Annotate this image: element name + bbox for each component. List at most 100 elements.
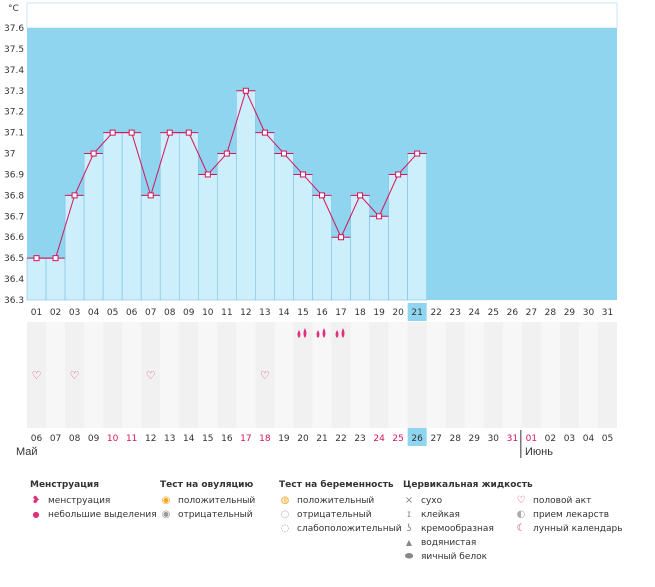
cycle-day-label: 14 xyxy=(278,308,290,318)
cycle-day-label: 15 xyxy=(297,308,308,318)
y-tick-label: 37.4 xyxy=(4,66,24,76)
y-tick-label: 36.5 xyxy=(4,254,24,264)
pill-icon: ◐ xyxy=(516,509,526,520)
legend-pregnancy-test: Тест на беременность ◍ положительный ○ отр… xyxy=(279,480,402,536)
cycle-day-label: 24 xyxy=(469,308,481,318)
legend-item: ● небольшие выделения xyxy=(30,508,157,522)
temperature-point xyxy=(395,171,402,178)
temperature-bar xyxy=(159,132,180,301)
legend-pregnancy-title: Тест на беременность xyxy=(279,480,394,490)
legend-cervical-fluid: Цервикальная жидкость × сухо ɪ клейкая ʖ кр… xyxy=(403,480,533,564)
y-tick-label: 37.2 xyxy=(4,108,24,118)
cycle-day-label: 29 xyxy=(564,308,576,318)
cycle-day-label: 05 xyxy=(107,308,118,318)
temperature-point xyxy=(376,213,383,220)
calendar-date-label: 02 xyxy=(545,434,556,444)
temperature-point xyxy=(280,150,287,157)
temperature-point xyxy=(166,129,173,136)
calendar-date-label: 28 xyxy=(449,434,461,444)
temperature-bar xyxy=(255,132,275,301)
temperature-point xyxy=(223,150,230,157)
cycle-day-label: 03 xyxy=(69,308,80,318)
temperature-point xyxy=(338,234,345,241)
y-tick-label: 36.4 xyxy=(4,275,24,285)
sticky-icon: ɪ xyxy=(407,509,411,520)
dry-icon: × xyxy=(404,495,414,506)
cycle-day-label: 18 xyxy=(354,308,366,318)
cycle-day-label: 21 xyxy=(411,308,422,318)
calendar-date-label: 03 xyxy=(564,434,575,444)
events-column-stripe xyxy=(521,322,541,428)
weak-positive-test-icon: ◌ xyxy=(280,523,290,534)
temperature-point xyxy=(299,171,306,178)
plot-top-strip xyxy=(26,2,618,29)
legend-item: ɪ клейкая xyxy=(403,508,533,522)
temperature-point xyxy=(319,192,325,199)
cycle-day-label: 19 xyxy=(373,308,385,318)
legend-menstruation: Менструация ❥ менструация ● небольшие выде… xyxy=(30,480,157,522)
positive-test-icon: ◉ xyxy=(161,495,171,506)
legend-cervical-title: Цервикальная жидкость xyxy=(403,480,533,490)
temperature-point xyxy=(128,129,135,136)
negative-test-icon: ○ xyxy=(280,509,290,520)
legend-item: ◍ положительный xyxy=(280,495,375,506)
temperature-point xyxy=(204,171,211,178)
calendar-date-label: 06 xyxy=(31,434,43,444)
calendar-date-label: 27 xyxy=(430,434,441,444)
calendar-date-label: 14 xyxy=(183,434,195,444)
y-tick-label: 36.7 xyxy=(4,212,24,222)
temperature-bar xyxy=(407,153,427,301)
calendar-date-label: 07 xyxy=(50,434,61,444)
y-tick-label: 37.6 xyxy=(4,24,24,34)
calendar-date-label: 11 xyxy=(126,434,137,444)
temperature-bar xyxy=(121,132,142,301)
legend-item: ◌ слабоположительный xyxy=(280,523,402,534)
calendar-date-label: 29 xyxy=(469,434,481,444)
cycle-day-label: 07 xyxy=(145,308,156,318)
y-tick-label: 37.3 xyxy=(4,87,24,97)
temperature-point xyxy=(90,150,97,157)
cycle-day-label: 04 xyxy=(88,308,100,318)
calendar-date-label: 26 xyxy=(411,434,423,444)
calendar-date-label: 15 xyxy=(202,434,213,444)
calendar-date-label: 04 xyxy=(583,434,595,444)
cycle-day-label: 25 xyxy=(488,308,499,318)
moon-icon: ☾ xyxy=(516,523,526,534)
y-tick-label: 36.9 xyxy=(4,170,24,180)
positive-test-icon: ◍ xyxy=(280,495,290,506)
events-column-stripe xyxy=(331,322,351,428)
calendar-date-label: 18 xyxy=(259,434,271,444)
temperature-bar xyxy=(83,153,104,301)
events-column-stripe xyxy=(445,322,465,428)
temperature-bar xyxy=(102,132,123,301)
cycle-day-label: 11 xyxy=(221,308,232,318)
legend-ovulation-test: Тест на овуляцию ◉ положительный ◉ отрицат… xyxy=(160,480,255,522)
calendar-date-label: 19 xyxy=(278,434,290,444)
temperature-bar xyxy=(140,195,161,301)
events-column-stripe xyxy=(369,322,389,428)
month-label-june: Июнь xyxy=(525,446,553,458)
temperature-bar xyxy=(178,132,199,301)
events-column-stripe xyxy=(141,322,161,428)
y-tick-label: 37.5 xyxy=(4,45,24,55)
legend-item: ◉ отрицательный xyxy=(161,509,253,520)
calendar-date-label: 22 xyxy=(335,434,346,444)
calendar-date-label: 13 xyxy=(164,434,175,444)
y-tick-label: 37.1 xyxy=(4,129,24,139)
temperature-point xyxy=(52,255,59,262)
temperature-bar xyxy=(217,153,237,301)
drop-icon: ● xyxy=(32,510,40,519)
bbt-chart: °C 37.6 37.5 37.4 37.3 37.2 37.1 37 36.9 36.8 36.7… xyxy=(4,2,618,458)
current-date-highlight xyxy=(407,428,427,446)
events-column-stripe xyxy=(407,322,427,428)
cycle-day-label: 08 xyxy=(164,308,176,318)
cycle-day-label: 20 xyxy=(392,308,404,318)
temperature-point xyxy=(242,87,249,94)
heart-icon: ♡ xyxy=(32,369,42,382)
calendar-date-label: 16 xyxy=(221,434,233,444)
calendar-date-label: 09 xyxy=(88,434,100,444)
temperature-bar xyxy=(26,257,47,301)
month-label-may: Май xyxy=(16,446,38,458)
events-column-stripe xyxy=(27,322,47,428)
temperature-bar xyxy=(388,174,408,301)
